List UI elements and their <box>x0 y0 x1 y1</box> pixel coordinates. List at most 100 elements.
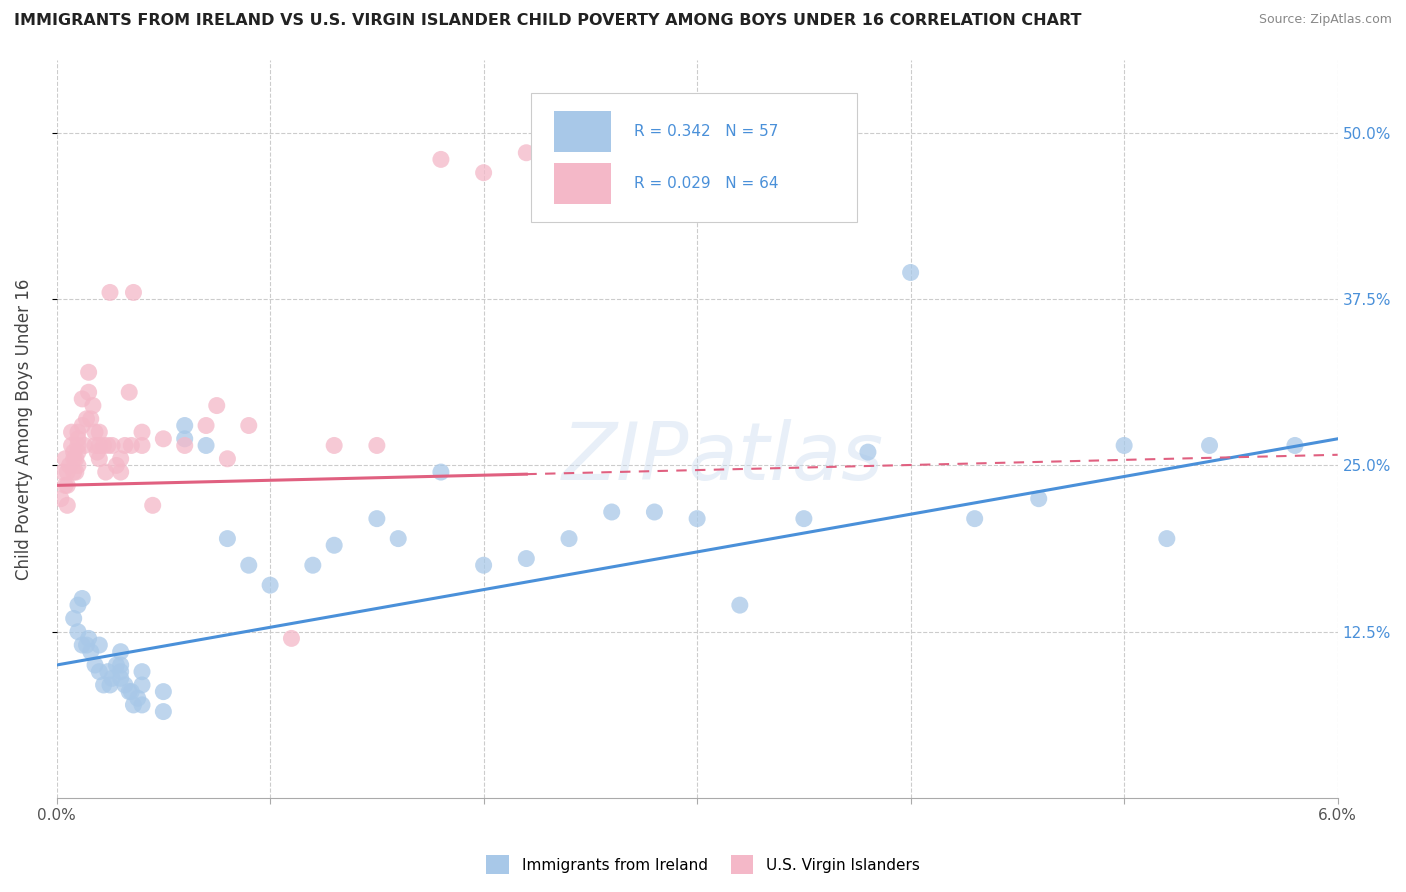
Point <box>84 658 107 673</box>
Legend: Immigrants from Ireland, U.S. Virgin Islanders: Immigrants from Ireland, U.S. Virgin Isl… <box>481 849 925 880</box>
Y-axis label: Child Poverty Among Boys Under 16: Child Poverty Among Boys Under 16 <box>15 278 32 580</box>
Point <box>217 532 239 546</box>
Text: R = 0.342   N = 57: R = 0.342 N = 57 <box>634 124 779 139</box>
Point <box>643 126 665 140</box>
Point <box>70 638 93 652</box>
Point <box>93 438 115 452</box>
Point <box>195 418 218 433</box>
Point <box>600 505 623 519</box>
Point <box>558 532 581 546</box>
Point <box>900 265 922 279</box>
Point <box>118 385 141 400</box>
Point <box>70 392 93 406</box>
Point <box>77 632 100 646</box>
Point <box>301 558 323 573</box>
Point <box>1028 491 1050 506</box>
Point <box>579 166 602 180</box>
Point <box>152 705 174 719</box>
Point <box>217 451 239 466</box>
Point <box>70 591 93 606</box>
Point <box>56 478 79 492</box>
Point <box>97 438 120 452</box>
Point <box>120 684 142 698</box>
Point <box>86 445 108 459</box>
Point <box>110 658 132 673</box>
Point <box>49 491 72 506</box>
Point <box>105 458 128 473</box>
Point <box>58 458 80 473</box>
Point <box>686 511 709 525</box>
Point <box>856 445 879 459</box>
Point <box>60 425 83 439</box>
Point <box>120 438 142 452</box>
Point <box>728 598 751 612</box>
Point <box>205 399 228 413</box>
Point <box>105 658 128 673</box>
Point <box>62 611 84 625</box>
Point <box>89 638 111 652</box>
FancyBboxPatch shape <box>554 112 612 152</box>
Point <box>66 438 89 452</box>
Point <box>515 551 537 566</box>
Point <box>430 465 453 479</box>
Point <box>963 511 986 525</box>
Point <box>110 451 132 466</box>
Point <box>118 684 141 698</box>
Point <box>131 698 153 712</box>
Point <box>131 665 153 679</box>
Point <box>131 425 153 439</box>
Text: R = 0.029   N = 64: R = 0.029 N = 64 <box>634 176 779 191</box>
Point <box>114 438 136 452</box>
Text: ZIPatlas: ZIPatlas <box>561 419 884 498</box>
Point <box>110 671 132 685</box>
Point <box>60 438 83 452</box>
Point <box>122 698 145 712</box>
Point <box>89 438 111 452</box>
Point <box>89 665 111 679</box>
Point <box>387 532 409 546</box>
FancyBboxPatch shape <box>554 163 612 203</box>
Point <box>323 538 346 552</box>
Point <box>80 645 103 659</box>
Text: Source: ZipAtlas.com: Source: ZipAtlas.com <box>1258 13 1392 27</box>
Point <box>127 691 149 706</box>
Point <box>238 558 260 573</box>
Point <box>52 465 75 479</box>
Point <box>93 678 115 692</box>
Point <box>366 438 388 452</box>
Point <box>76 638 98 652</box>
Point <box>1284 438 1306 452</box>
Point <box>515 145 537 160</box>
Point <box>142 499 165 513</box>
Point <box>173 438 195 452</box>
Point <box>66 598 89 612</box>
Point <box>173 432 195 446</box>
Point <box>84 425 107 439</box>
Point <box>70 418 93 433</box>
Point <box>728 153 751 167</box>
Point <box>643 505 665 519</box>
Point <box>65 451 87 466</box>
Point <box>66 432 89 446</box>
Point <box>430 153 453 167</box>
Point <box>131 438 153 452</box>
Point <box>66 624 89 639</box>
Point <box>1114 438 1136 452</box>
Point <box>62 465 84 479</box>
Point <box>110 465 132 479</box>
Point <box>94 465 117 479</box>
Point <box>472 166 495 180</box>
Point <box>62 451 84 466</box>
FancyBboxPatch shape <box>530 93 858 222</box>
Point <box>101 438 124 452</box>
Point <box>238 418 260 433</box>
Point <box>101 671 124 685</box>
Point <box>56 499 79 513</box>
Point <box>73 438 96 452</box>
Point <box>323 438 346 452</box>
Point <box>366 511 388 525</box>
Point <box>173 418 195 433</box>
Point <box>66 445 89 459</box>
Text: IMMIGRANTS FROM IRELAND VS U.S. VIRGIN ISLANDER CHILD POVERTY AMONG BOYS UNDER 1: IMMIGRANTS FROM IRELAND VS U.S. VIRGIN I… <box>14 13 1081 29</box>
Point <box>53 451 76 466</box>
